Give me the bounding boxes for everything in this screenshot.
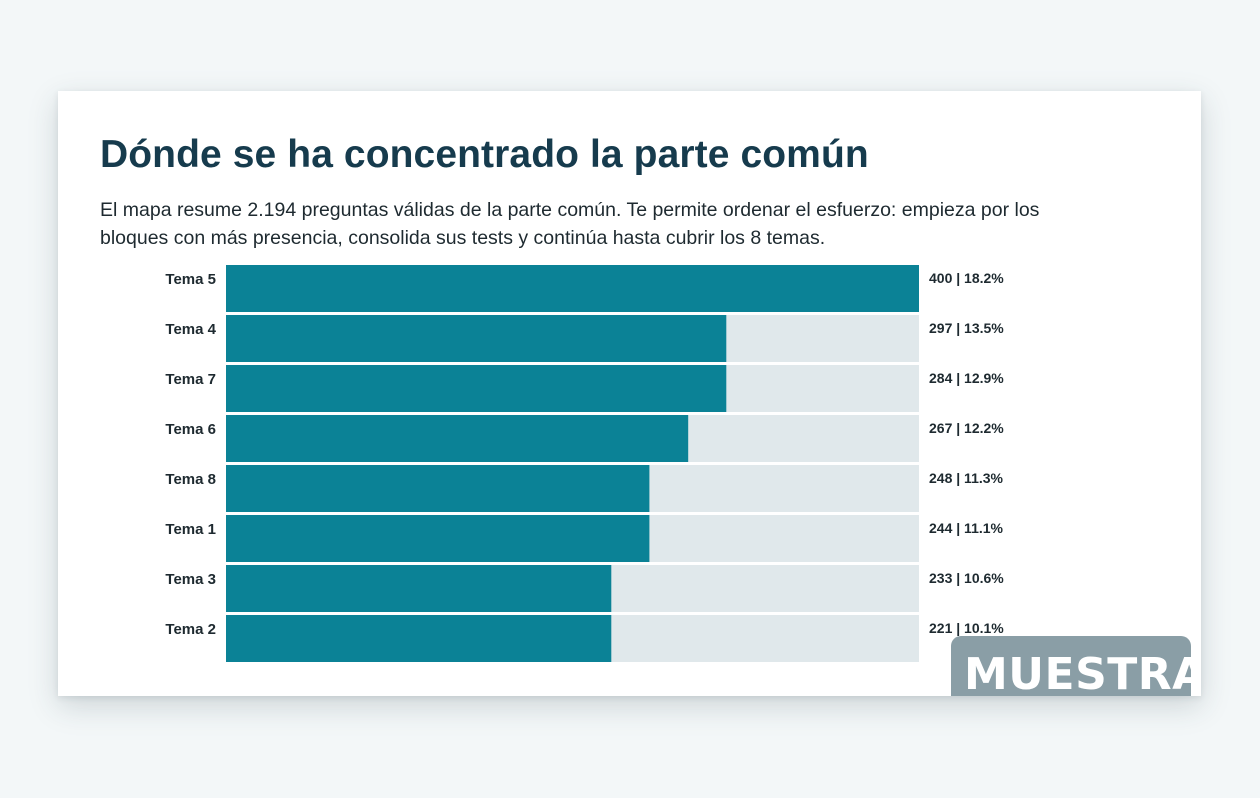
value-label: 267 | 12.2%	[929, 420, 1004, 436]
bar-tema-7	[226, 365, 727, 412]
bar-tema-2	[226, 615, 612, 662]
value-label: 400 | 18.2%	[929, 270, 1004, 286]
bar-tema-3	[226, 565, 612, 612]
bar-chart: Tema 5 400 | 18.2% Tema 4 297 | 13.5% Tema 7…	[165, 265, 1004, 662]
category-label: Tema 6	[165, 421, 216, 438]
value-label: 221 | 10.1%	[929, 620, 1004, 636]
bar-tema-8	[226, 465, 650, 512]
value-label: 233 | 10.6%	[929, 570, 1004, 586]
bar-tema-1	[226, 515, 650, 562]
watermark-text: MUESTRA	[964, 649, 1191, 696]
category-label: Tema 3	[165, 571, 216, 588]
value-label: 297 | 13.5%	[929, 320, 1004, 336]
chart-card: Dónde se ha concentrado la parte común E…	[58, 91, 1201, 696]
bar-tema-4	[226, 315, 727, 362]
value-label: 248 | 11.3%	[929, 470, 1004, 486]
sample-watermark: MUESTRA	[951, 636, 1191, 696]
category-label: Tema 8	[165, 471, 216, 488]
category-label: Tema 5	[165, 271, 216, 288]
category-label: Tema 7	[165, 371, 216, 388]
category-label: Tema 4	[165, 321, 216, 338]
category-label: Tema 1	[165, 521, 216, 538]
value-label: 244 | 11.1%	[929, 520, 1004, 536]
value-label: 284 | 12.9%	[929, 370, 1004, 386]
category-label: Tema 2	[165, 621, 216, 638]
page-subtitle: El mapa resume 2.194 preguntas válidas d…	[100, 199, 1040, 249]
bar-tema-5	[226, 265, 919, 312]
bar-tema-6	[226, 415, 689, 462]
page-title: Dónde se ha concentrado la parte común	[100, 133, 869, 176]
